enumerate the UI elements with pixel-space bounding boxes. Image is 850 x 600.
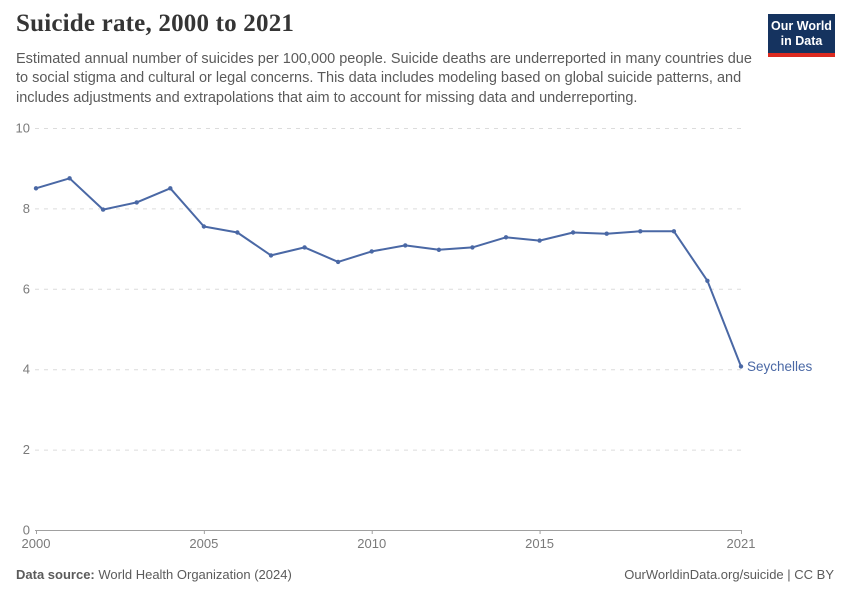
x-tick-label-2005: 2005 (189, 536, 218, 551)
data-point-2021 (738, 364, 744, 369)
x-tick-label-2000: 2000 (22, 536, 51, 551)
y-tick-label-0: 0 (23, 523, 30, 538)
data-point-2009 (335, 259, 341, 265)
x-tick-label-2010: 2010 (357, 536, 386, 551)
line-chart: 0 2 4 6 8 10 2000 2005 2010 2015 2021 Seychelles (16, 121, 813, 552)
data-point-2018 (638, 229, 643, 234)
data-point-2002 (100, 207, 106, 212)
data-point-2020 (705, 278, 710, 283)
chart-subtitle: Estimated annual number of suicides per … (16, 51, 752, 106)
data-point-2015 (537, 238, 542, 243)
x-tick-label-2015: 2015 (525, 536, 554, 551)
x-tick-label-2021: 2021 (727, 536, 756, 551)
series-line-seychelles[interactable] (35, 177, 742, 368)
data-point-2000 (33, 186, 39, 191)
data-point-2003 (134, 200, 139, 205)
y-tick-label-10: 10 (16, 121, 30, 136)
data-point-2017 (604, 231, 609, 236)
y-tick-label-8: 8 (23, 201, 30, 216)
data-point-2011 (403, 243, 408, 248)
data-point-2001 (67, 176, 72, 181)
chart-title: Suicide rate, 2000 to 2021 (16, 10, 295, 37)
y-tick-label-6: 6 (23, 281, 30, 296)
data-source-value: World Health Organization (2024) (98, 567, 292, 582)
data-point-2005 (201, 224, 207, 229)
data-point-2006 (235, 230, 240, 235)
data-point-2014 (503, 235, 509, 240)
data-point-2007 (268, 253, 274, 258)
owid-logo[interactable]: Our World in Data (768, 14, 835, 57)
owid-logo-line1: Our World (771, 19, 832, 34)
owid-logo-red-strip (768, 53, 835, 57)
y-tick-label-2: 2 (23, 442, 30, 457)
y-tick-label-4: 4 (23, 362, 30, 377)
data-point-2010 (369, 249, 374, 254)
data-point-2004 (168, 186, 173, 191)
data-point-2016 (570, 230, 576, 235)
data-source-label: Data source: (16, 567, 95, 582)
data-point-2012 (436, 247, 442, 252)
data-source: Data source: World Health Organization (… (16, 567, 292, 582)
owid-logo-line2: in Data (780, 33, 823, 48)
data-point-2013 (470, 245, 475, 250)
data-point-2008 (302, 245, 307, 250)
entity-label-seychelles[interactable]: Seychelles (747, 359, 813, 374)
license-link[interactable]: OurWorldinData.org/suicide | CC BY (624, 567, 834, 582)
chart-footer: Data source: World Health Organization (… (16, 567, 834, 582)
data-point-2019 (671, 229, 677, 234)
